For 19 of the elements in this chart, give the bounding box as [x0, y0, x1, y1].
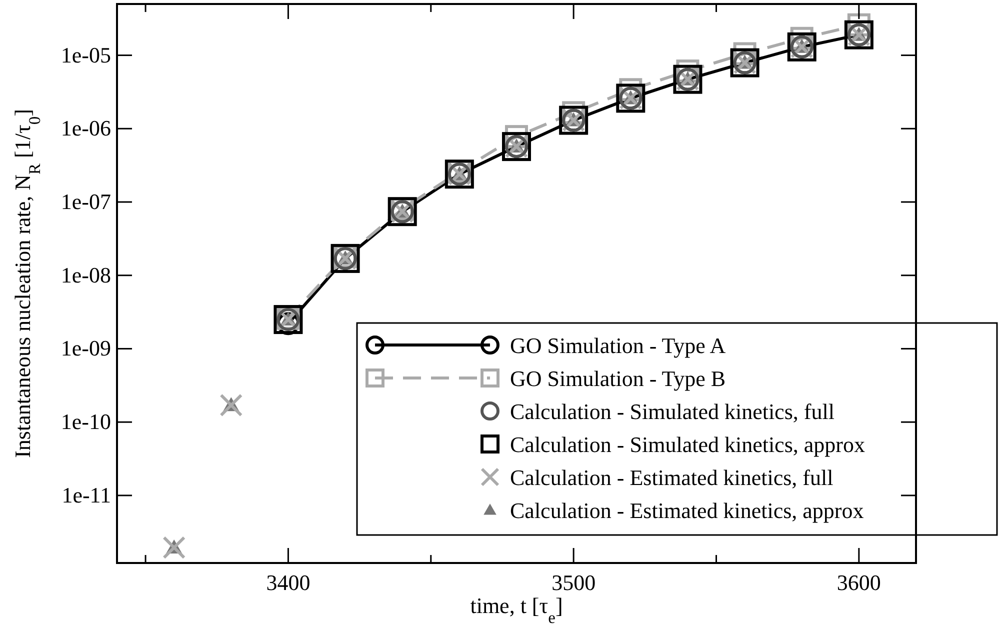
legend-label: Calculation - Simulated kinetics, approx — [510, 432, 865, 457]
x-tick-label: 3500 — [552, 570, 596, 595]
legend-label: GO Simulation - Type A — [510, 333, 726, 358]
y-tick-label: 1e-11 — [62, 482, 111, 508]
legend-label: Calculation - Simulated kinetics, full — [510, 399, 834, 424]
y-tick-label: 1e-10 — [60, 409, 111, 434]
x-tick-label: 3600 — [836, 570, 881, 595]
x-tick-label: 3400 — [266, 570, 310, 595]
y-tick-label: 1e-08 — [60, 262, 111, 288]
point — [162, 536, 186, 560]
legend-label: Calculation - Estimated kinetics, full — [510, 465, 834, 490]
legend-label: GO Simulation - Type B — [510, 366, 726, 391]
legend-label: Calculation - Estimated kinetics, approx — [510, 498, 864, 523]
point — [220, 394, 243, 417]
y-tick-label: 1e-06 — [60, 116, 111, 141]
y-tick-label: 1e-09 — [60, 336, 111, 361]
y-tick-label: 1e-07 — [60, 189, 111, 214]
y-tick-label: 1e-05 — [60, 42, 111, 68]
x-axis-title: time, t [τ$_{e}$] — [470, 593, 563, 626]
